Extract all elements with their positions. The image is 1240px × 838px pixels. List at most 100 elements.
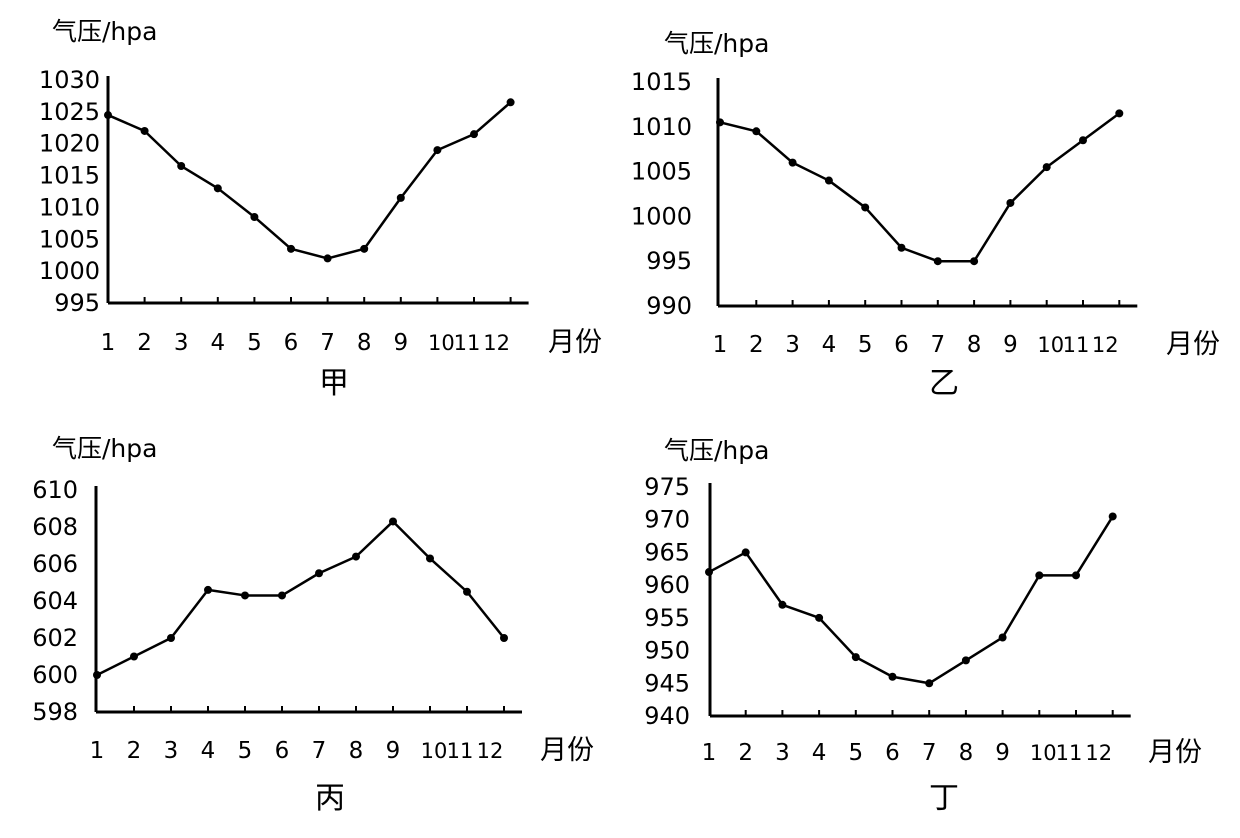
chart-panel-3: 1 2 3 4 5 6 7 8 9 10 11 12610608606604602600598气压/h… — [32, 434, 594, 816]
x-tick-label: 1 — [713, 332, 728, 358]
x-tick-label: 5 — [247, 330, 262, 356]
x-tick-label: 1 — [90, 738, 105, 764]
x-axis-label: 月份 — [548, 327, 602, 358]
x-tick-label: 10 — [428, 331, 455, 355]
data-point — [360, 244, 369, 253]
data-point — [104, 111, 112, 120]
y-tick-label: 975 — [644, 473, 690, 501]
x-tick-label: 2 — [137, 330, 152, 356]
data-point — [741, 548, 750, 557]
x-tick-label: 6 — [284, 330, 299, 356]
x-tick-label: 5 — [848, 740, 863, 766]
data-point — [815, 613, 824, 622]
data-point — [287, 244, 295, 253]
y-tick-label: 1000 — [39, 257, 100, 285]
data-point — [470, 130, 478, 139]
y-tick-label: 1020 — [39, 130, 100, 158]
data-point — [213, 184, 222, 193]
chart-caption: 丙 — [315, 781, 345, 816]
y-tick-label: 990 — [646, 292, 692, 320]
x-axis-label: 月份 — [1148, 737, 1202, 768]
data-point — [323, 254, 332, 263]
x-tick-label: 9 — [995, 740, 1010, 766]
x-tick-label: 3 — [174, 330, 189, 356]
data-point — [167, 634, 175, 642]
data-point — [970, 257, 979, 266]
x-tick-label: 1 — [101, 330, 116, 356]
y-tick-label: 604 — [32, 587, 78, 615]
y-tick-label: 1005 — [631, 158, 692, 186]
x-tick-label: 7 — [930, 332, 945, 358]
data-point — [93, 671, 101, 679]
y-tick-label: 955 — [644, 604, 690, 632]
x-tick-label: 5 — [238, 738, 253, 764]
data-point — [778, 600, 787, 609]
y-tick-label: 602 — [32, 624, 78, 652]
x-tick-label: 11 — [447, 739, 474, 763]
data-point — [998, 633, 1007, 642]
data-point — [506, 98, 515, 107]
x-tick-label: 1 — [702, 740, 717, 766]
x-tick-label: 3 — [775, 740, 790, 766]
x-tick-label: 2 — [127, 738, 142, 764]
data-point — [1115, 109, 1124, 118]
x-tick-label: 11 — [1056, 741, 1083, 765]
series-line — [719, 112, 1121, 263]
data-point — [788, 158, 797, 167]
x-tick-label: 8 — [959, 740, 974, 766]
x-tick-label: 5 — [858, 332, 873, 358]
x-tick-label: 6 — [894, 332, 909, 358]
data-point — [396, 193, 405, 202]
x-tick-label: 3 — [164, 738, 179, 764]
x-tick-label: 9 — [393, 330, 408, 356]
y-tick-label: 1010 — [39, 193, 100, 221]
x-tick-label: 9 — [1003, 332, 1018, 358]
x-tick-label: 4 — [210, 330, 225, 356]
x-tick-label: 6 — [275, 738, 290, 764]
data-point — [250, 212, 259, 221]
x-tick-label: 7 — [320, 330, 335, 356]
y-tick-label: 965 — [644, 538, 690, 566]
data-point — [204, 585, 212, 594]
data-point — [315, 569, 323, 578]
y-tick-label: 608 — [32, 513, 78, 541]
series-line — [96, 520, 505, 677]
x-tick-label: 4 — [812, 740, 827, 766]
y-tick-label: 1000 — [631, 202, 692, 230]
data-point — [426, 554, 434, 563]
y-tick-label: 960 — [644, 571, 690, 599]
y-tick-label: 1015 — [631, 68, 692, 96]
x-tick-label: 3 — [785, 332, 800, 358]
y-tick-label: 606 — [32, 550, 78, 578]
data-point — [130, 652, 138, 661]
x-tick-label: 8 — [349, 738, 364, 764]
y-tick-label: 1010 — [631, 113, 692, 141]
data-point — [851, 653, 860, 662]
x-tick-label: 4 — [201, 738, 216, 764]
y-tick-label: 970 — [644, 506, 690, 534]
data-point — [716, 118, 724, 127]
data-point — [278, 591, 286, 600]
x-tick-label: 12 — [483, 331, 510, 355]
chart-caption: 甲 — [319, 366, 349, 401]
chart-caption: 丁 — [929, 781, 959, 816]
data-point — [1079, 136, 1087, 145]
data-point — [500, 634, 508, 642]
data-point — [824, 176, 833, 185]
data-point — [897, 243, 906, 252]
x-tick-label: 4 — [822, 332, 837, 358]
data-point — [925, 679, 934, 688]
x-axis-label: 月份 — [1166, 329, 1220, 360]
x-tick-label: 6 — [885, 740, 900, 766]
x-tick-label: 12 — [1085, 741, 1112, 765]
y-tick-label: 610 — [32, 476, 78, 504]
y-tick-label: 1030 — [39, 66, 100, 94]
x-tick-label: 10 — [421, 739, 448, 763]
data-point — [861, 203, 870, 212]
x-tick-label: 8 — [967, 332, 982, 358]
y-tick-label: 940 — [644, 702, 690, 730]
x-tick-label: 7 — [922, 740, 937, 766]
